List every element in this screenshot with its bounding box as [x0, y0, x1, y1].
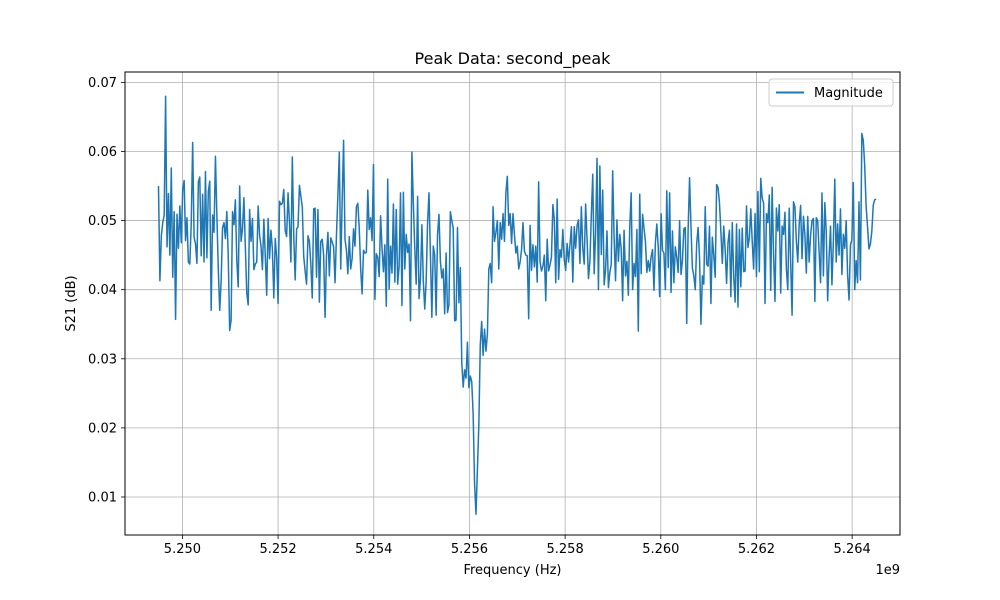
series-line-magnitude	[157, 95, 877, 516]
x-tick-label: 5.256	[451, 542, 488, 557]
chart-title: Peak Data: second_peak	[415, 49, 612, 69]
y-axis-label: S21 (dB)	[64, 275, 79, 331]
x-tick-label: 5.260	[642, 542, 679, 557]
x-tick-label: 5.258	[547, 542, 584, 557]
x-axis-label: Frequency (Hz)	[463, 563, 561, 578]
y-tick-label: 0.01	[88, 490, 117, 505]
y-tick-label: 0.03	[88, 352, 117, 367]
x-axis-offset-label: 1e9	[875, 563, 900, 578]
y-tick-label: 0.02	[88, 421, 117, 436]
legend-label: Magnitude	[814, 86, 883, 101]
x-tick-label: 5.250	[164, 542, 201, 557]
x-tick-label: 5.262	[738, 542, 775, 557]
legend-box	[768, 78, 894, 107]
x-tick-label: 5.254	[355, 542, 392, 557]
y-tick-label: 0.04	[88, 283, 117, 298]
x-tick-label: 5.264	[834, 542, 871, 557]
axis-ticks: 5.250 5.252 5.254 5.256 5.258 5.260 5.262 5.264…	[88, 76, 871, 557]
y-tick-label: 0.07	[88, 76, 117, 91]
legend: Magnitude	[768, 78, 894, 107]
x-tick-label: 5.252	[259, 542, 296, 557]
series-layer	[157, 95, 877, 516]
grid	[125, 72, 900, 535]
y-tick-label: 0.06	[88, 145, 117, 160]
plot-frame	[124, 71, 901, 536]
y-tick-label: 0.05	[88, 214, 117, 229]
